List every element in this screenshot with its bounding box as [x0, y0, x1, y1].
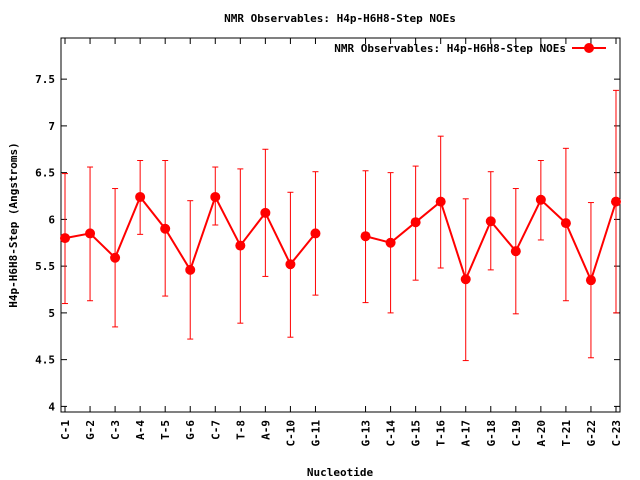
y-tick-label: 7.5: [35, 73, 55, 86]
y-tick-label: 5: [48, 307, 55, 320]
x-tick-label: T-21: [560, 420, 573, 447]
data-point: [435, 196, 446, 207]
data-point: [460, 274, 471, 285]
data-point: [235, 240, 246, 251]
data-point: [260, 207, 271, 218]
x-tick-label: G-6: [184, 420, 197, 440]
data-point: [310, 228, 321, 239]
x-tick-label: A-9: [259, 420, 272, 440]
x-tick-label: T-8: [234, 420, 247, 440]
data-point: [560, 218, 571, 229]
y-tick-label: 4.5: [35, 354, 55, 367]
y-tick-label: 4: [48, 400, 55, 413]
x-tick-label: C-14: [385, 420, 398, 447]
x-axis-label: Nucleotide: [307, 466, 374, 479]
data-point: [135, 191, 146, 202]
chart-title: NMR Observables: H4p-H6H8-Step NOEs: [224, 12, 456, 25]
data-point: [60, 233, 71, 244]
x-tick-label: C-23: [610, 420, 623, 447]
x-tick-label: C-19: [510, 420, 523, 447]
x-tick-label: C-7: [209, 420, 222, 440]
y-tick-label: 6.5: [35, 167, 55, 180]
series-lines: [64, 194, 617, 283]
data-point: [585, 275, 596, 286]
x-tick-label: G-15: [410, 420, 423, 447]
data-point: [360, 231, 371, 242]
data-point: [535, 194, 546, 205]
legend: NMR Observables: H4p-H6H8-Step NOEs: [334, 42, 606, 55]
x-tick-label: G-11: [309, 420, 322, 447]
error-bars: [62, 89, 619, 362]
x-tick-label: C-3: [109, 420, 122, 440]
legend-label: NMR Observables: H4p-H6H8-Step NOEs: [334, 42, 566, 55]
x-tick-label: G-13: [360, 420, 373, 447]
x-tick-label: A-4: [134, 420, 147, 440]
data-point: [485, 216, 496, 227]
data-point: [110, 252, 121, 263]
data-point: [510, 246, 521, 257]
y-tick-label: 7: [48, 120, 55, 133]
plot-frame: [60, 37, 621, 413]
series-points: [60, 191, 621, 286]
x-tick-label: A-17: [460, 420, 473, 447]
x-tick-label: C-10: [284, 420, 297, 447]
y-axis: 4 4.5 5 5.5 6 6.5 7 7.5: [35, 73, 620, 413]
y-axis-label: H4p-H6H8-Step (Angstroms): [7, 142, 20, 308]
x-tick-label: C-1: [59, 420, 72, 440]
data-point: [410, 217, 421, 228]
data-point: [85, 228, 96, 239]
legend-marker-sample: [584, 43, 594, 53]
data-point: [160, 223, 171, 234]
data-point: [210, 191, 221, 202]
x-tick-label: T-16: [435, 420, 448, 447]
x-tick-label: G-2: [84, 420, 97, 440]
data-point: [185, 264, 196, 275]
x-tick-label: A-20: [535, 420, 548, 447]
x-axis: C-1 G-2 C-3 A-4 T-5 G-6 C-7 T-8 A-9 C-10 G-11 G-13 C…: [59, 38, 623, 447]
data-point: [285, 259, 296, 270]
y-tick-label: 5.5: [35, 260, 55, 273]
y-tick-label: 6: [48, 213, 55, 226]
x-tick-label: G-22: [585, 420, 598, 447]
data-point: [385, 237, 396, 248]
x-tick-label: G-18: [485, 420, 498, 447]
data-point: [610, 196, 621, 207]
x-tick-label: T-5: [159, 420, 172, 440]
